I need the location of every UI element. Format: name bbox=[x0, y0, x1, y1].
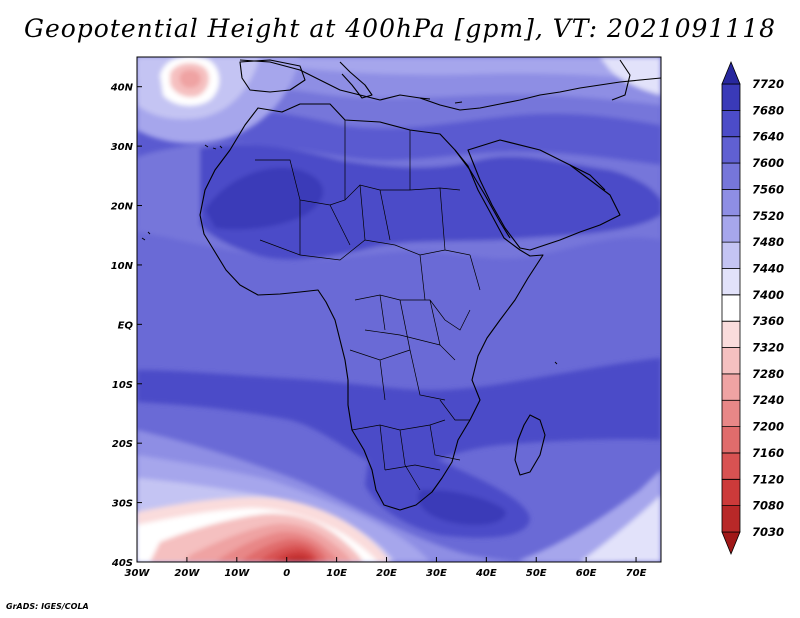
border-lines-central bbox=[349, 294, 471, 421]
geopotential-field bbox=[137, 57, 661, 562]
lat-tick-label: 40S bbox=[111, 558, 133, 569]
red-sea-east bbox=[454, 149, 511, 239]
colorbar-swatch bbox=[721, 347, 741, 375]
colorbar-swatch bbox=[721, 294, 741, 322]
italy bbox=[339, 61, 373, 99]
madagascar bbox=[514, 414, 546, 476]
colorbar-level-label: 7120 bbox=[752, 472, 784, 486]
lat-tick-label: 40N bbox=[110, 83, 134, 94]
colorbar-level-label: 7080 bbox=[752, 499, 784, 513]
band-7600-south-tropics bbox=[137, 358, 661, 471]
high-sahara-core bbox=[205, 167, 324, 230]
colorbar-swatch bbox=[721, 373, 741, 401]
europe-coast bbox=[239, 59, 661, 111]
colorbar-swatch bbox=[721, 60, 741, 85]
colorbar-swatch bbox=[721, 478, 741, 507]
colorbar-swatch bbox=[721, 136, 741, 164]
band-7560-north-ring bbox=[137, 105, 661, 165]
colorbar-swatch bbox=[721, 426, 741, 454]
colorbar-swatch bbox=[721, 215, 741, 243]
band-7400-northeast bbox=[600, 57, 661, 95]
colorbar-swatch bbox=[721, 83, 741, 111]
lat-tick-label: 30N bbox=[111, 142, 134, 153]
lon-tick-label: 30W bbox=[125, 568, 151, 579]
colorbar-level-label: 7320 bbox=[752, 341, 784, 355]
band-7400-southeast bbox=[580, 495, 661, 562]
sw-low-core bbox=[284, 557, 311, 562]
high-southeast-africa-core bbox=[418, 489, 506, 526]
cyprus bbox=[454, 101, 463, 104]
colorbar-swatch bbox=[721, 109, 741, 138]
lon-tick-label: 70E bbox=[626, 568, 647, 579]
colorbar-level-label: 7360 bbox=[752, 314, 784, 328]
plot-frame bbox=[136, 56, 662, 563]
map-title: Geopotential Height at 400hPa [gpm], VT:… bbox=[23, 14, 777, 43]
colorbar-level-label: 7640 bbox=[752, 130, 784, 144]
colorbar-level-label: 7680 bbox=[752, 103, 784, 117]
lat-ticks: 40N 30N 20N 10N EQ 10S 20S 30S 40S bbox=[110, 83, 142, 569]
colorbar-level-label: 7240 bbox=[752, 393, 784, 407]
lon-ticks: 30W 20W 10W 0 10E 20E 30E 40E 50E 60E 70E bbox=[125, 557, 647, 579]
colorbar-level-label: 7200 bbox=[752, 420, 784, 434]
nw-low-core bbox=[179, 69, 201, 88]
lon-tick-label: 60E bbox=[576, 568, 597, 579]
colorbar-level-label: 7400 bbox=[752, 288, 784, 302]
colorbar-swatch bbox=[721, 452, 741, 480]
lon-tick-label: 30E bbox=[426, 568, 447, 579]
arabian-peninsula bbox=[467, 139, 621, 251]
colorbar-level-label: 7720 bbox=[752, 77, 784, 91]
lon-tick-label: 10E bbox=[326, 568, 347, 579]
colorbar-level-label: 7160 bbox=[752, 446, 784, 460]
africa-coastline bbox=[199, 103, 544, 511]
lon-tick-label: 20E bbox=[376, 568, 397, 579]
colorbar-level-label: 7480 bbox=[752, 235, 784, 249]
colorbar: 7030 7080 7120 7160 7200 7240 7280 7320 7360 7400… bbox=[721, 60, 784, 556]
islands bbox=[141, 97, 558, 365]
lat-tick-label: EQ bbox=[118, 320, 134, 331]
canary-islands bbox=[204, 144, 223, 150]
colorbar-swatch bbox=[721, 162, 741, 190]
colorbar-swatch bbox=[721, 399, 741, 427]
colorbar-level-label: 7560 bbox=[752, 182, 784, 196]
lon-tick-label: 50E bbox=[526, 568, 547, 579]
colorbar-swatch bbox=[721, 531, 741, 556]
lon-tick-label: 0 bbox=[283, 568, 290, 579]
colorbar-swatch bbox=[721, 320, 741, 348]
colorbar-level-label: 7440 bbox=[752, 261, 784, 275]
band-7600-sahara bbox=[200, 144, 661, 260]
lat-tick-label: 30S bbox=[112, 499, 133, 510]
border-lines-north bbox=[255, 120, 481, 301]
colorbar-swatch bbox=[721, 505, 741, 533]
cape-verde bbox=[141, 231, 151, 241]
coastlines bbox=[199, 59, 661, 511]
lat-tick-label: 20N bbox=[111, 202, 134, 213]
lat-tick-label: 10S bbox=[112, 380, 133, 391]
grads-credit: GrADS: IGES/COLA bbox=[6, 602, 89, 611]
border-lines-south bbox=[351, 419, 461, 491]
lat-tick-label: 10N bbox=[111, 261, 134, 272]
lat-tick-label: 20S bbox=[112, 439, 133, 450]
colorbar-level-label: 7600 bbox=[752, 156, 784, 170]
seychelles bbox=[554, 361, 558, 365]
lon-tick-label: 10W bbox=[224, 568, 250, 579]
colorbar-swatch bbox=[721, 268, 741, 296]
colorbar-level-label: 7030 bbox=[752, 525, 784, 539]
caspian bbox=[611, 59, 631, 101]
colorbar-level-label: 7280 bbox=[752, 367, 784, 381]
colorbar-swatch bbox=[721, 189, 741, 217]
persian-gulf bbox=[569, 164, 606, 191]
lon-tick-label: 40E bbox=[475, 568, 497, 579]
iberia bbox=[239, 59, 306, 93]
country-borders bbox=[255, 120, 481, 491]
colorbar-level-label: 7520 bbox=[752, 209, 784, 223]
lon-tick-label: 20W bbox=[174, 568, 200, 579]
colorbar-swatch bbox=[721, 241, 741, 269]
crete bbox=[419, 97, 431, 100]
